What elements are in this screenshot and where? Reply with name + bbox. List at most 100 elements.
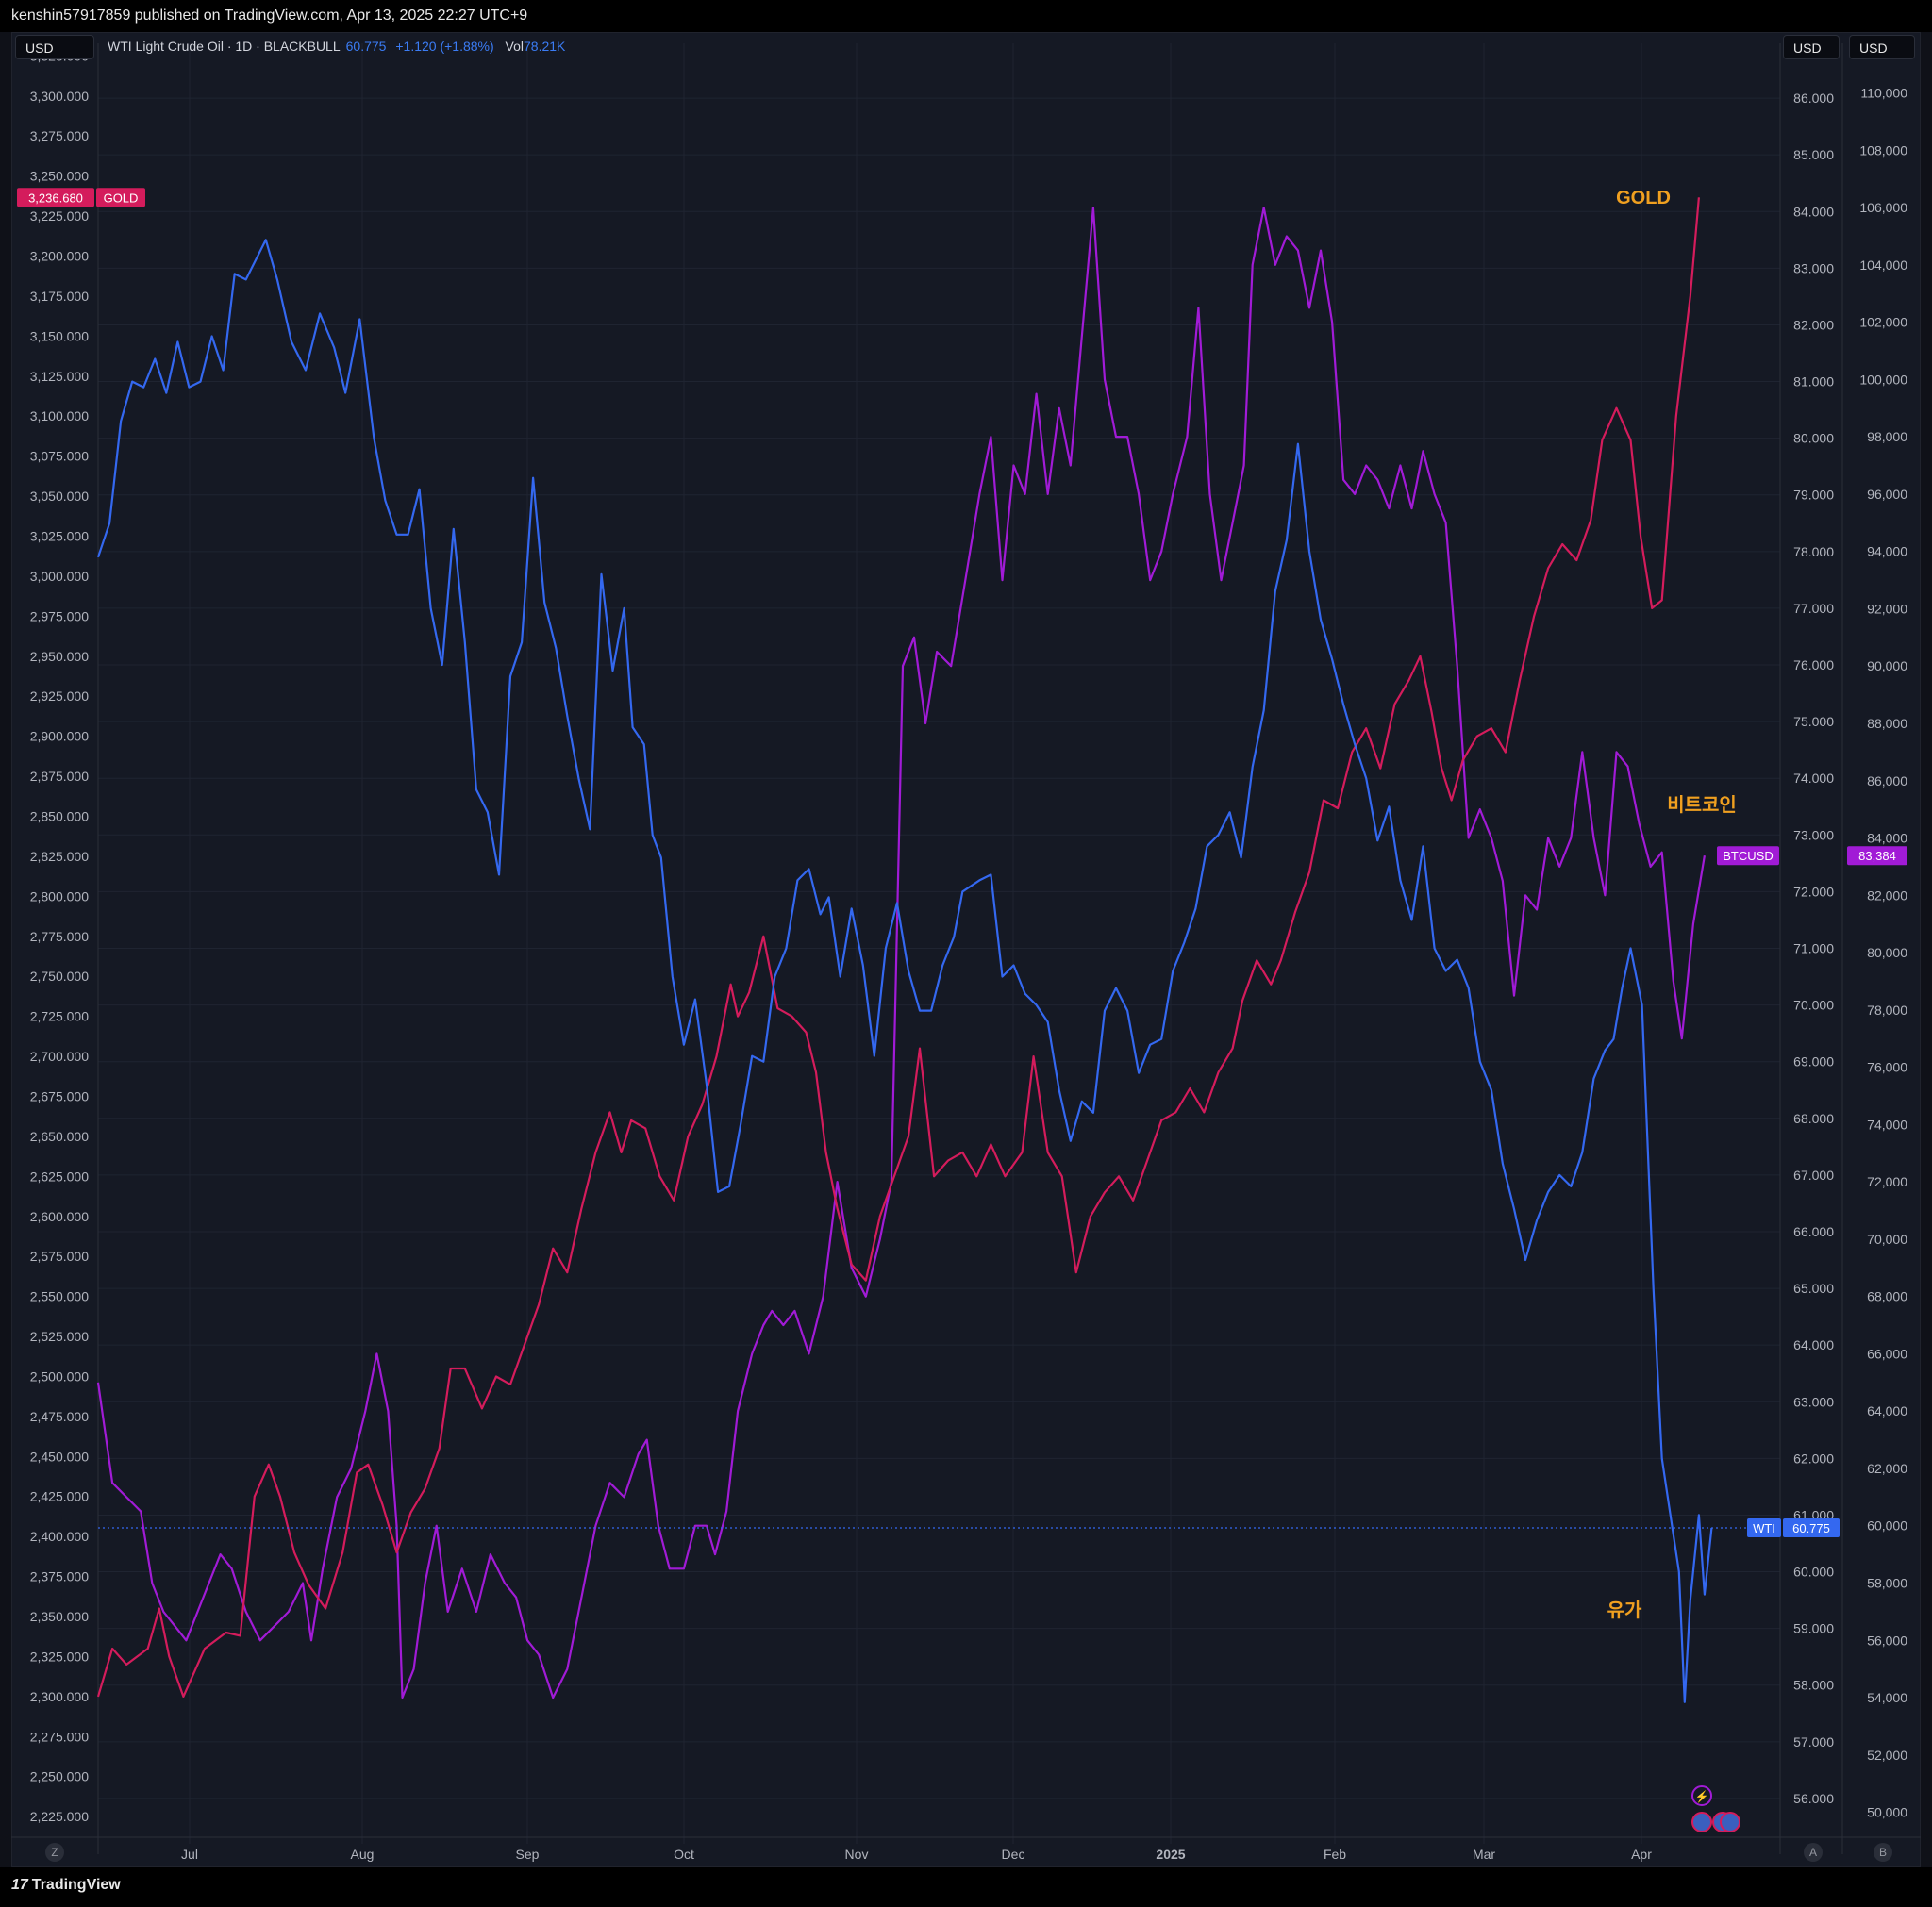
- btc-axis-tick: 52,000: [1867, 1748, 1907, 1763]
- symbol-title[interactable]: WTI Light Crude Oil · 1D · BLACKBULL: [108, 39, 341, 54]
- btc-value-badge-text: 83,384: [1858, 849, 1896, 863]
- wti-axis-tick: 62.000: [1793, 1451, 1834, 1466]
- axis-b-button[interactable]: B: [1874, 1843, 1892, 1862]
- volume-value: 78.21K: [524, 39, 566, 54]
- gold-axis-tick: 2,375.000: [30, 1569, 89, 1584]
- publish-info: kenshin57917859 published on TradingView…: [11, 8, 528, 24]
- gold-axis-tick: 2,600.000: [30, 1209, 89, 1224]
- grid-layer: [98, 43, 1780, 1844]
- symbol-change: +1.120 (+1.88%): [395, 39, 494, 54]
- btc-value-badge-bg: [1847, 846, 1907, 866]
- wti-axis-tick: 86.000: [1793, 91, 1834, 106]
- gold-name-badge: GOLD: [96, 188, 145, 207]
- btc-name-badge-bg: [1717, 846, 1779, 866]
- left-currency-selector[interactable]: USD: [15, 35, 94, 59]
- btc-axis-tick: 100,000: [1859, 372, 1907, 387]
- gold-name-badge-text: GOLD: [104, 191, 139, 205]
- gold-axis-tick: 2,625.000: [30, 1169, 89, 1184]
- gold-axis-tick: 2,225.000: [30, 1809, 89, 1824]
- btc-axis-tick: 86,000: [1867, 773, 1907, 788]
- gold-axis: 3,325.0003,300.0003,275.0003,250.0003,22…: [30, 48, 89, 1824]
- gold-axis-tick: 2,650.000: [30, 1129, 89, 1144]
- gold-axis-tick: 3,100.000: [30, 408, 89, 423]
- right-currency-selector-2[interactable]: USD: [1849, 35, 1915, 59]
- wti-axis-tick: 66.000: [1793, 1224, 1834, 1239]
- gold-axis-tick: 3,200.000: [30, 249, 89, 264]
- btc-axis-tick: 70,000: [1867, 1232, 1907, 1247]
- btc-axis-tick: 84,000: [1867, 831, 1907, 846]
- gold-axis-tick: 3,275.000: [30, 128, 89, 143]
- top-bar: [0, 0, 1932, 32]
- wti-axis-tick: 72.000: [1793, 884, 1834, 899]
- gold-axis-tick: 3,175.000: [30, 289, 89, 304]
- gold-axis-tick: 2,450.000: [30, 1449, 89, 1464]
- gold-axis-tick: 2,550.000: [30, 1289, 89, 1304]
- gold-axis-tick: 3,025.000: [30, 529, 89, 544]
- gold-axis-tick: 2,275.000: [30, 1729, 89, 1744]
- wti-axis-tick: 58.000: [1793, 1678, 1834, 1693]
- time-axis-tick: Apr: [1631, 1847, 1652, 1862]
- time-axis-tick: Jul: [181, 1847, 198, 1862]
- wti-value-badge: 60.775: [1783, 1517, 1840, 1537]
- gold-axis-tick: 3,150.000: [30, 328, 89, 343]
- gold-axis-tick: 3,250.000: [30, 169, 89, 184]
- wti-axis-tick: 75.000: [1793, 714, 1834, 729]
- wti-value-badge-bg: [1783, 1517, 1840, 1537]
- gold-axis-tick: 2,725.000: [30, 1009, 89, 1024]
- wti-axis-tick: 84.000: [1793, 204, 1834, 219]
- wti-axis-tick: 77.000: [1793, 601, 1834, 616]
- wti-axis: 86.000 85.000 84.000 83.000 82.000 81.000 80.0…: [1793, 91, 1834, 1806]
- btc-axis-tick: 60,000: [1867, 1518, 1907, 1534]
- gold-axis-tick: 2,775.000: [30, 929, 89, 944]
- btc-axis-tick: 68,000: [1867, 1289, 1907, 1304]
- symbol-legend: WTI Light Crude Oil · 1D · BLACKBULL 60.7…: [108, 39, 565, 54]
- btc-axis-tick: 102,000: [1859, 315, 1907, 330]
- gold-value-badge-bg: [17, 188, 94, 207]
- gold-axis-tick: 2,800.000: [30, 888, 89, 904]
- btc-name-badge-text: BTCUSD: [1723, 849, 1773, 863]
- time-axis-tick: Dec: [1002, 1847, 1025, 1862]
- gold-axis-tick: 2,475.000: [30, 1409, 89, 1424]
- btc-value-badge: 83,384: [1847, 846, 1907, 866]
- wti-axis-tick: 78.000: [1793, 544, 1834, 559]
- wti-value-badge-text: 60.775: [1792, 1521, 1830, 1535]
- gold-axis-tick: 2,575.000: [30, 1249, 89, 1264]
- right-currency-selector-1[interactable]: USD: [1783, 35, 1840, 59]
- btc-axis-tick: 56,000: [1867, 1633, 1907, 1648]
- wti-axis-tick: 73.000: [1793, 827, 1834, 842]
- wti-name-badge: WTI: [1747, 1517, 1781, 1537]
- axis-a-button[interactable]: A: [1804, 1843, 1823, 1862]
- wti-axis-tick: 68.000: [1793, 1111, 1834, 1126]
- bottom-bar: [0, 1867, 1932, 1907]
- gold-axis-tick: 3,000.000: [30, 569, 89, 584]
- btc-annotation: 비트코인: [1667, 794, 1737, 816]
- zoom-reset-button[interactable]: Z: [45, 1843, 64, 1862]
- wti-axis-tick: 79.000: [1793, 488, 1834, 503]
- gold-value-badge: 3,236.680: [17, 188, 94, 207]
- wti-axis-tick: 69.000: [1793, 1054, 1834, 1070]
- gold-axis-tick: 3,300.000: [30, 89, 89, 104]
- gold-axis-tick: 2,950.000: [30, 649, 89, 664]
- btc-axis-tick: 50,000: [1867, 1805, 1907, 1820]
- lightning-event-icon: [1691, 1785, 1712, 1806]
- btc-axis: 110,000 108,000 106,000 104,000 102,000 100,0…: [1859, 86, 1907, 1820]
- btc-axis-tick: 82,000: [1867, 887, 1907, 903]
- brand-name: TradingView: [31, 1877, 121, 1893]
- wti-axis-tick: 64.000: [1793, 1337, 1834, 1352]
- time-axis-tick: Sep: [516, 1847, 540, 1862]
- gold-axis-tick: 2,700.000: [30, 1049, 89, 1064]
- gold-name-badge-bg: [96, 188, 145, 207]
- wti-axis-tick: 74.000: [1793, 771, 1834, 786]
- btc-axis-tick: 98,000: [1867, 429, 1907, 444]
- volume-label: Vol: [505, 39, 525, 54]
- gold-axis-tick: 2,325.000: [30, 1649, 89, 1664]
- wti-axis-tick: 63.000: [1793, 1394, 1834, 1409]
- time-axis: Jul Aug Sep Oct Nov Dec 2025 Feb Mar Apr: [181, 1847, 1652, 1862]
- tradingview-logo[interactable]: 17 TradingView: [11, 1877, 121, 1894]
- gold-axis-tick: 3,225.000: [30, 208, 89, 224]
- wti-axis-tick: 83.000: [1793, 260, 1834, 275]
- gold-axis-tick: 2,525.000: [30, 1329, 89, 1344]
- time-axis-tick: Mar: [1473, 1847, 1495, 1862]
- gold-axis-tick: 2,425.000: [30, 1489, 89, 1504]
